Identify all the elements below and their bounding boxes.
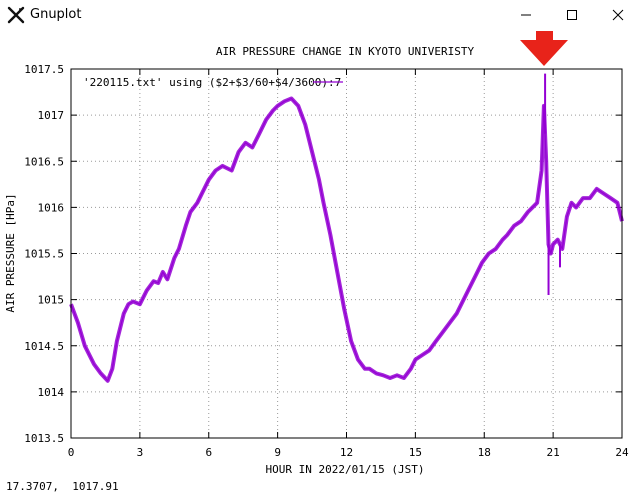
x-tick-label: 24 — [615, 446, 629, 459]
y-tick-label: 1017.5 — [24, 63, 64, 76]
minimize-icon — [521, 14, 531, 16]
y-tick-label: 1016 — [38, 201, 65, 214]
window-title: Gnuplot — [30, 7, 82, 22]
y-tick-label: 1015 — [38, 294, 65, 307]
chart-grid — [71, 69, 622, 438]
x-tick-label: 0 — [68, 446, 75, 459]
window-titlebar: Gnuplot — [0, 0, 642, 31]
legend-label: '220115.txt' using ($2+$3/60+$4/3600):7 — [83, 76, 341, 89]
chart-title: AIR PRESSURE CHANGE IN KYOTO UNIVERISTY — [216, 45, 475, 58]
gnuplot-x-icon — [7, 6, 25, 24]
chart-ticks: 0 3 6 9 12 15 18 21 24 1013.5 1014 1014.5 1015 1015.5… — [24, 63, 629, 459]
x-tick-label: 12 — [340, 446, 353, 459]
series-line-band — [69, 96, 624, 383]
pressure-chart: AIR PRESSURE CHANGE IN KYOTO UNIVERISTY … — [4, 16, 629, 476]
status-coordinates: 17.3707, 1017.91 — [6, 480, 119, 493]
x-axis-label: HOUR IN 2022/01/15 (JST) — [266, 463, 425, 476]
minimize-button[interactable] — [503, 0, 549, 31]
y-tick-label: 1016.5 — [24, 155, 64, 168]
chart-series — [69, 73, 624, 383]
x-tick-label: 15 — [409, 446, 422, 459]
maximize-button[interactable] — [549, 0, 595, 31]
plot-canvas[interactable]: AIR PRESSURE CHANGE IN KYOTO UNIVERISTY … — [0, 16, 642, 495]
y-tick-label: 1013.5 — [24, 432, 64, 445]
x-tick-label: 6 — [205, 446, 212, 459]
maximize-icon — [567, 10, 577, 20]
y-tick-label: 1015.5 — [24, 248, 64, 261]
y-tick-label: 1014 — [38, 386, 65, 399]
y-tick-label: 1017 — [38, 109, 65, 122]
close-icon — [612, 9, 624, 21]
x-tick-label: 21 — [547, 446, 560, 459]
close-button[interactable] — [595, 0, 641, 31]
y-axis-label: AIR PRESSURE [HPa] — [4, 193, 17, 312]
x-tick-label: 9 — [274, 446, 281, 459]
x-tick-label: 18 — [478, 446, 491, 459]
x-tick-label: 3 — [137, 446, 144, 459]
red-down-arrow-icon — [520, 16, 568, 66]
plot-border — [70, 68, 623, 439]
y-tick-label: 1014.5 — [24, 340, 64, 353]
series-line — [70, 97, 623, 382]
